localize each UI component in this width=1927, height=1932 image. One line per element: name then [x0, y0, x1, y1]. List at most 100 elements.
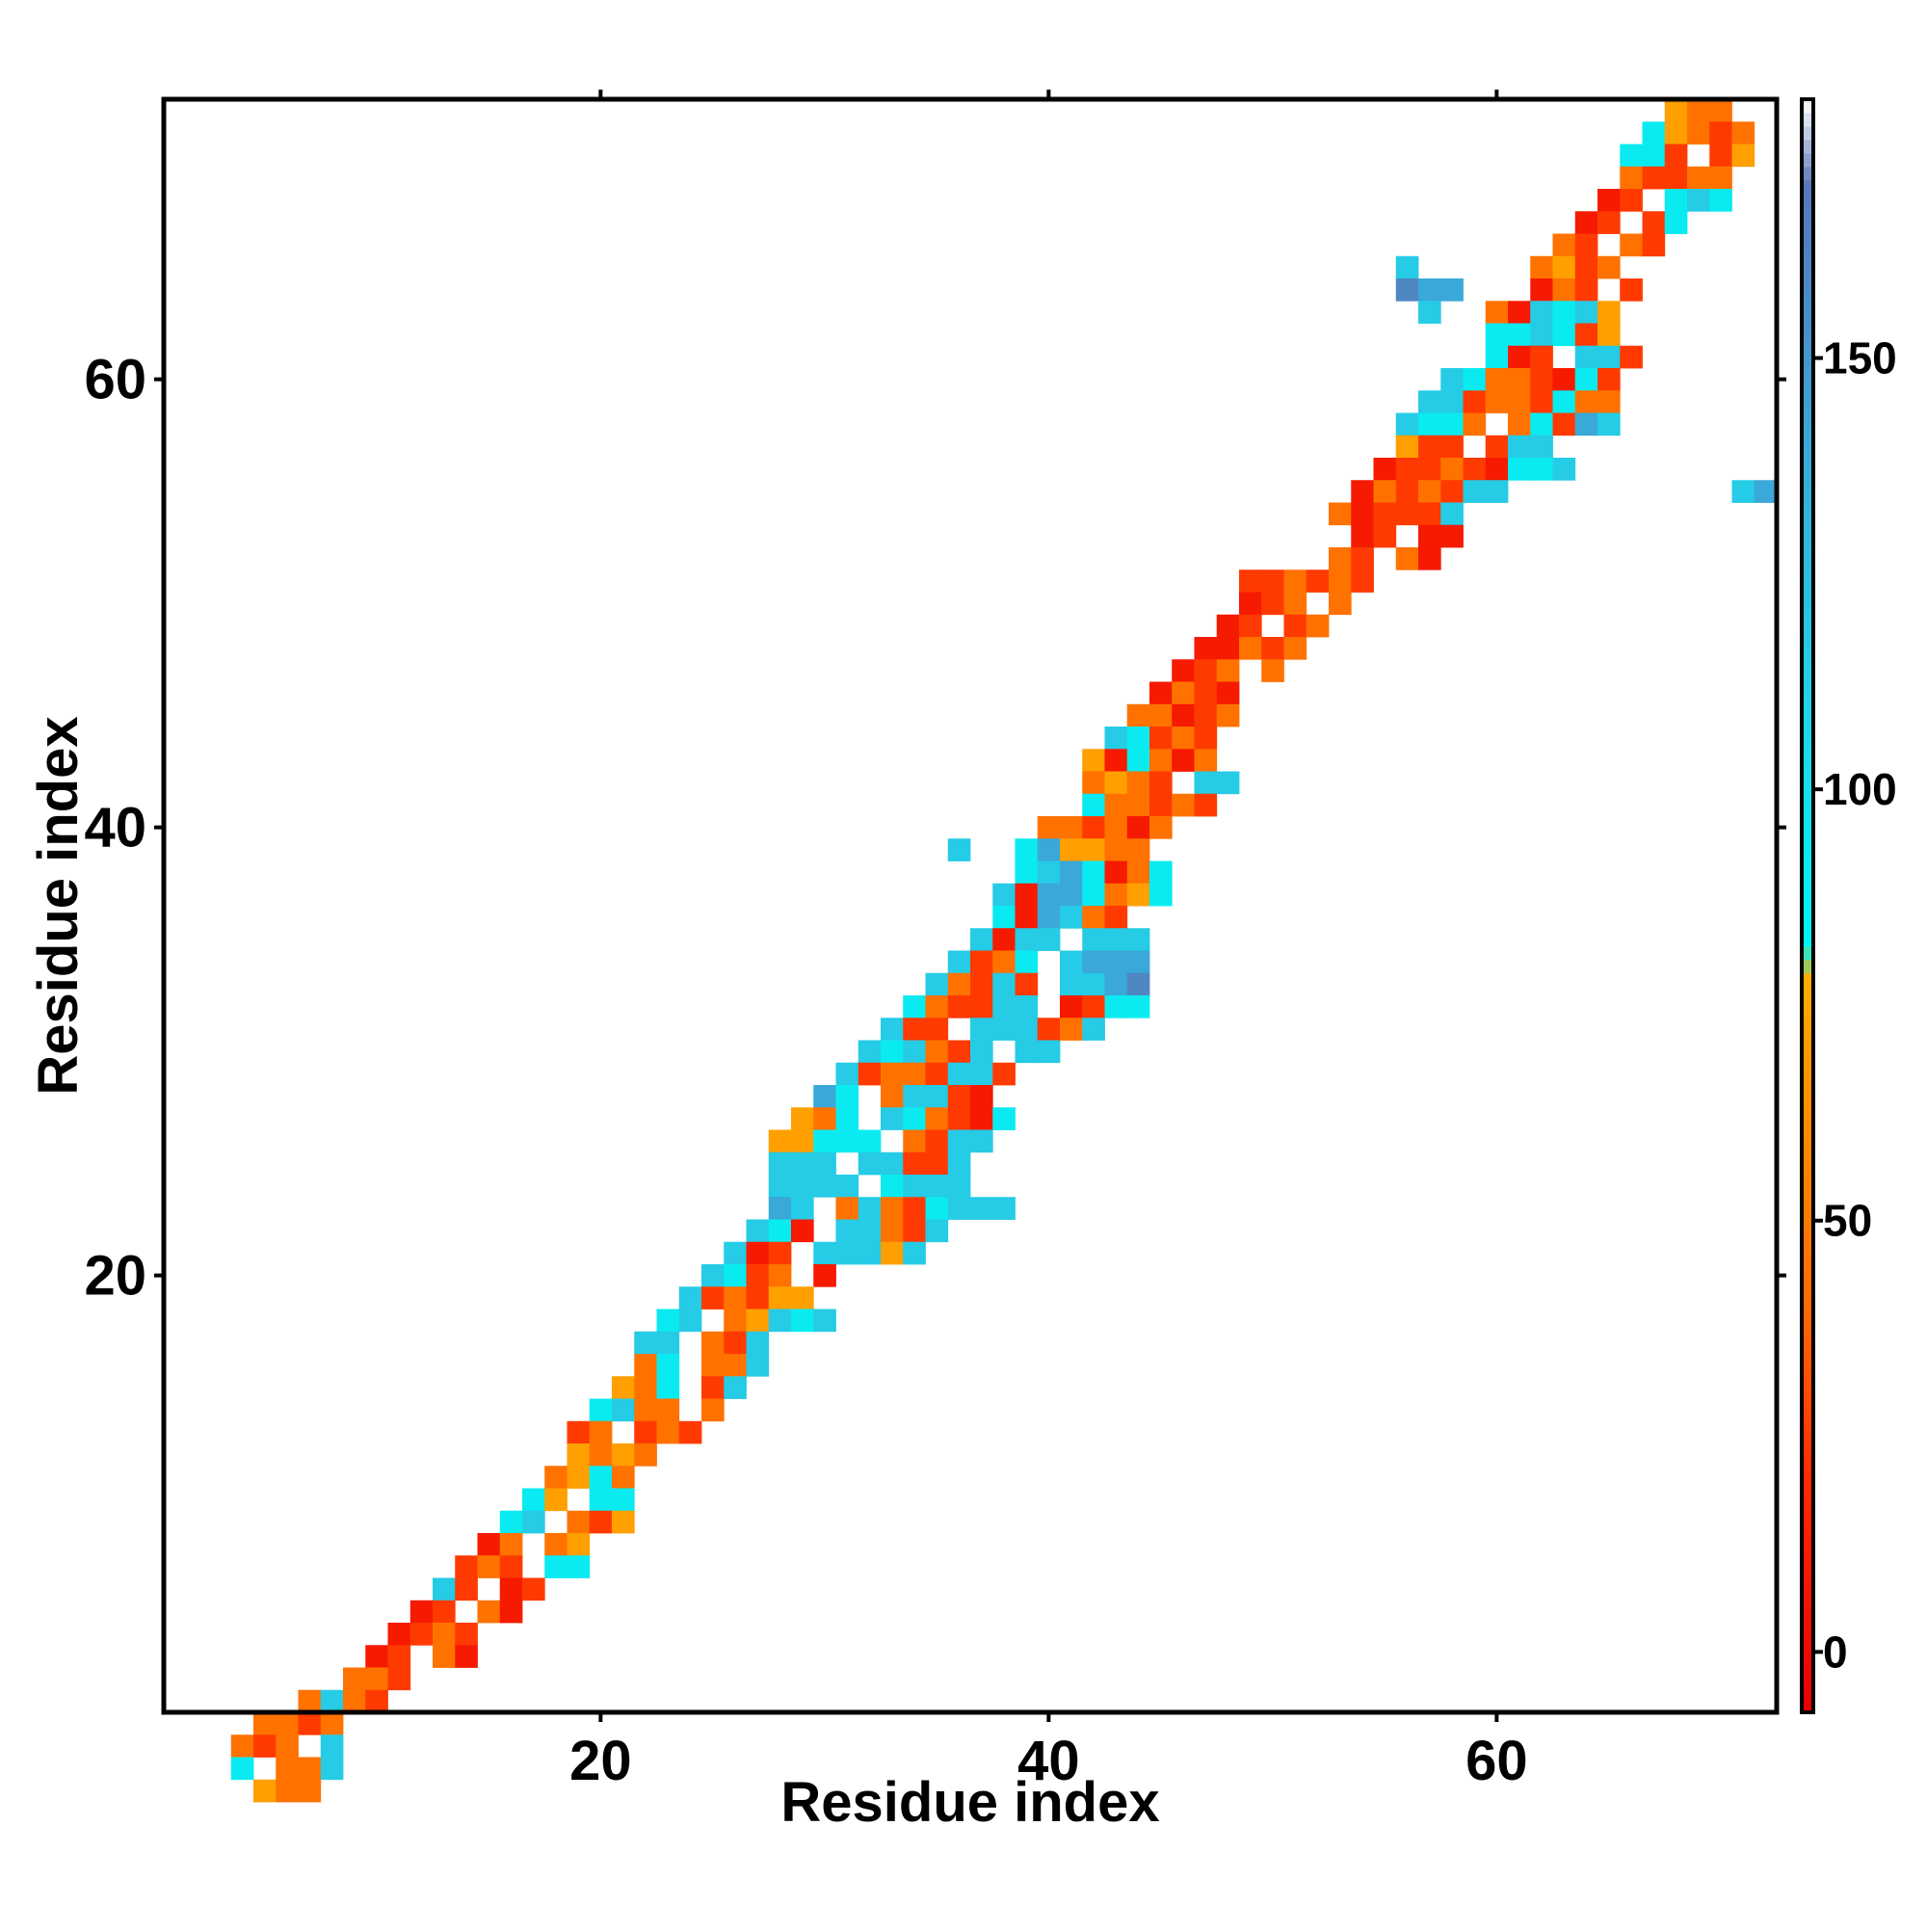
colorbar-segment — [1802, 918, 1813, 934]
heatmap-cell — [746, 1219, 770, 1243]
colorbar-segment — [1802, 1389, 1813, 1404]
heatmap-cell — [1552, 458, 1576, 481]
heatmap-cell — [1104, 883, 1128, 907]
heatmap-cell — [813, 1309, 836, 1333]
heatmap-cell — [881, 1040, 904, 1064]
heatmap-cell — [858, 1151, 882, 1176]
heatmap-cell — [1597, 301, 1621, 324]
heatmap-cell — [678, 1309, 702, 1333]
heatmap-cell — [992, 972, 1016, 996]
heatmap-cell — [499, 1577, 523, 1601]
heatmap-cell — [1015, 972, 1039, 996]
heatmap-cell — [791, 1107, 814, 1130]
heatmap-cell — [724, 1376, 747, 1399]
heatmap-cell — [1306, 569, 1330, 593]
heatmap-cell — [1329, 592, 1352, 616]
colorbar-segment — [1802, 879, 1813, 893]
heatmap-cell — [925, 1197, 949, 1220]
heatmap-cell — [970, 1062, 993, 1086]
heatmap-cell — [1351, 524, 1374, 548]
heatmap-cell — [1104, 906, 1128, 929]
heatmap-cell — [253, 1734, 277, 1758]
heatmap-cell — [1149, 816, 1173, 839]
heatmap-cell — [903, 1241, 926, 1265]
heatmap-cell — [1015, 883, 1039, 907]
heatmap-cell — [835, 1129, 859, 1153]
heatmap-cell — [992, 1107, 1016, 1130]
heatmap-cell — [701, 1376, 725, 1399]
heatmap-cell — [1574, 368, 1598, 391]
colorbar-segment — [1802, 703, 1813, 719]
heatmap-cell — [768, 1175, 792, 1198]
heatmap-cell — [612, 1376, 635, 1399]
colorbar-segment — [1802, 1080, 1813, 1095]
heatmap-cell — [1418, 524, 1441, 548]
colorbar-segment — [1802, 892, 1813, 907]
colorbar-segment — [1802, 1067, 1813, 1081]
heatmap-cell — [1037, 1040, 1061, 1064]
colorbar-segment — [1802, 610, 1813, 624]
heatmap-cell — [1418, 458, 1441, 481]
heatmap-cell — [1574, 323, 1598, 347]
heatmap-cell — [1574, 412, 1598, 437]
heatmap-cell — [1351, 569, 1374, 593]
colorbar-segment — [1802, 260, 1813, 275]
heatmap-cell — [835, 1175, 859, 1198]
colorbar-segment — [1802, 1053, 1813, 1068]
colorbar-segment — [1802, 945, 1813, 961]
axis-ticks: 20 40 60 20 40 60 — [84, 90, 1786, 1792]
heatmap-cell — [612, 1443, 635, 1467]
heatmap-cell — [835, 1062, 859, 1086]
heatmap-cell — [1082, 906, 1105, 929]
colorbar-segment — [1802, 1591, 1813, 1605]
heatmap-cell — [1620, 345, 1643, 369]
heatmap-cell — [1574, 211, 1598, 234]
heatmap-cell — [903, 1129, 926, 1153]
heatmap-cell — [1126, 883, 1150, 907]
heatmap-cell — [1239, 614, 1262, 638]
heatmap-cell — [1329, 547, 1352, 570]
heatmap-cell — [1194, 703, 1218, 728]
heatmap-cell — [903, 995, 926, 1019]
colorbar-segment — [1802, 623, 1813, 638]
colorbar-segment — [1802, 583, 1813, 597]
heatmap-cell — [409, 1600, 434, 1624]
colorbar-segment — [1802, 1094, 1813, 1108]
heatmap-cell — [791, 1151, 814, 1176]
heatmap-cell — [1440, 390, 1464, 413]
heatmap-cell — [1530, 301, 1553, 324]
colorbar-segment — [1802, 502, 1813, 517]
heatmap-cell — [1508, 301, 1531, 324]
heatmap-cell — [947, 1151, 971, 1176]
heatmap-cell — [1418, 278, 1441, 302]
heatmap-cell — [1082, 883, 1105, 907]
heatmap-cell — [947, 1175, 971, 1198]
heatmap-cell — [1620, 278, 1643, 302]
heatmap-cell — [365, 1667, 388, 1691]
heatmap-cell — [589, 1398, 613, 1422]
heatmap-cell — [343, 1689, 366, 1713]
heatmap-cell — [1552, 301, 1576, 324]
colorbar-segment — [1802, 784, 1813, 799]
heatmap-cell — [992, 950, 1016, 974]
heatmap-cell — [1552, 412, 1576, 437]
heatmap-cell — [1530, 412, 1553, 437]
heatmap-cell — [1597, 255, 1621, 279]
heatmap-cell — [970, 1018, 993, 1041]
heatmap-cell — [903, 1062, 926, 1086]
heatmap-cell — [1508, 345, 1531, 369]
heatmap-cell — [903, 1040, 926, 1064]
colorbar-segment — [1802, 1550, 1813, 1566]
heatmap-cell — [1508, 458, 1531, 481]
colorbar-segment — [1802, 1134, 1813, 1149]
heatmap-cell — [387, 1667, 411, 1691]
x-axis-title: Residue index — [780, 1771, 1159, 1834]
heatmap-cell — [701, 1354, 725, 1377]
heatmap-cell — [1194, 727, 1218, 750]
heatmap-cell — [320, 1757, 344, 1781]
heatmap-cell — [1418, 502, 1441, 526]
colorbar-segment — [1802, 247, 1813, 261]
heatmap-cell — [903, 1018, 926, 1041]
heatmap-cell — [1754, 480, 1778, 503]
